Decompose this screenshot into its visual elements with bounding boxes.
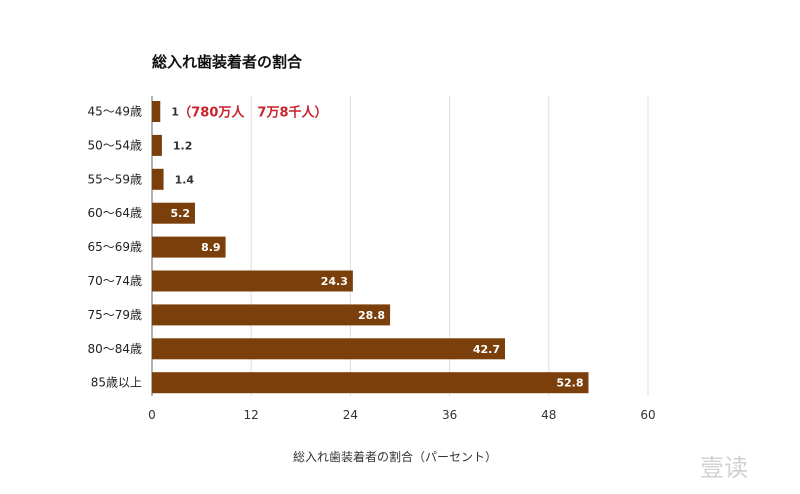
value-label: 52.8 xyxy=(556,377,583,390)
category-label: 50〜54歳 xyxy=(87,138,142,152)
category-label: 45〜49歳 xyxy=(87,105,142,119)
watermark: 壹读 xyxy=(700,454,748,482)
value-label: 5.2 xyxy=(170,207,190,220)
bars xyxy=(152,101,589,394)
bar xyxy=(152,304,391,326)
value-label: 1.4 xyxy=(175,173,195,186)
chart-title: 総入れ歯装着者の割合 xyxy=(152,53,303,71)
category-label: 60〜64歳 xyxy=(87,206,142,220)
x-axis-title: 総入れ歯装着者の割合（パーセント） xyxy=(293,449,497,464)
value-label: 1.2 xyxy=(173,139,193,152)
x-tick-label: 12 xyxy=(244,408,259,422)
bar xyxy=(152,101,161,122)
value-label: 42.7 xyxy=(473,343,500,356)
category-label: 55〜59歳 xyxy=(87,172,142,186)
x-tick-labels: 0 12 24 36 48 60 xyxy=(148,408,655,422)
bar xyxy=(152,236,226,258)
bar xyxy=(152,134,162,156)
value-label: 8.9 xyxy=(201,241,221,254)
bar xyxy=(152,372,589,394)
x-tick-label: 48 xyxy=(541,408,556,422)
value-label: 24.3 xyxy=(321,275,348,288)
bar xyxy=(152,168,164,190)
category-labels: 45〜49歳 50〜54歳 55〜59歳 60〜64歳 65〜69歳 70〜74歳 75〜7… xyxy=(87,105,142,390)
value-label: 28.8 xyxy=(358,309,385,322)
x-tick-label: 0 xyxy=(148,408,156,422)
bar xyxy=(152,202,195,224)
category-label: 85歳以上 xyxy=(91,376,142,390)
x-tick-label: 60 xyxy=(640,408,655,422)
x-tick-label: 36 xyxy=(442,408,457,422)
value-label: 1 xyxy=(171,106,179,119)
category-label: 70〜74歳 xyxy=(87,274,142,288)
bar xyxy=(152,270,353,292)
x-tick-label: 24 xyxy=(343,408,358,422)
annotation-text: （780万人 7万8千人） xyxy=(178,105,327,121)
value-labels: 1 1.2 1.4 5.2 8.9 24.3 28.8 42.7 52.8 xyxy=(170,106,583,390)
category-label: 80〜84歳 xyxy=(87,342,142,356)
category-label: 75〜79歳 xyxy=(87,308,142,322)
bar xyxy=(152,338,505,360)
category-label: 65〜69歳 xyxy=(87,240,142,254)
